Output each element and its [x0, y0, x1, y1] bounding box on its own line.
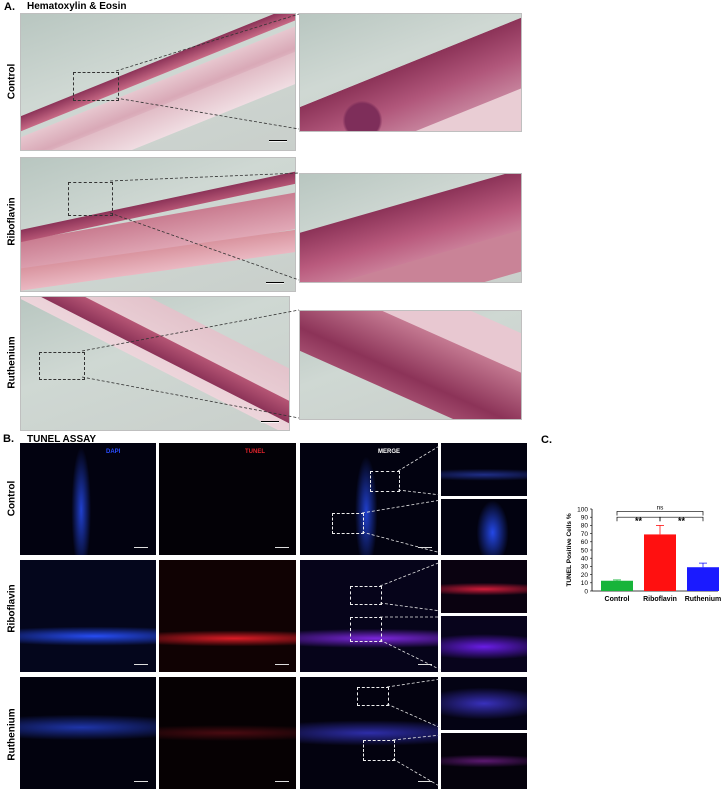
tunel-ruthenium-tunel-scale-bar — [275, 781, 289, 782]
y-tick-label: 0 — [584, 588, 588, 595]
tunel-riboflavin-zoom-1 — [441, 560, 527, 613]
merge-control-zoom-box-1 — [370, 471, 400, 492]
significance-label: ns — [657, 504, 665, 511]
merge-ruthenium-zoom-box-2 — [357, 687, 389, 706]
tunel-ruthenium-merge-scale-bar — [418, 781, 432, 782]
x-tick-label-control: Control — [605, 596, 630, 603]
channel-label-merge: MERGE — [378, 449, 401, 455]
he-ruthenium-overview — [20, 296, 290, 431]
panel-b-title: TUNEL ASSAY — [27, 434, 97, 445]
y-tick-label: 100 — [577, 506, 588, 513]
tunel-control-zoom-1 — [441, 443, 527, 496]
merge-control-zoom-box-2 — [332, 513, 364, 534]
y-tick-label: 30 — [581, 564, 589, 571]
he-ruthenium-scale-bar — [261, 421, 279, 423]
tunel-ruthenium-tunel — [159, 677, 296, 789]
y-tick-label: 20 — [581, 572, 589, 579]
x-tick-label-riboflavin: Riboflavin — [643, 596, 677, 603]
he-riboflavin-overview — [20, 157, 296, 292]
merge-ruthenium-zoom-box-1 — [363, 740, 395, 761]
tunel-ruthenium-dapi-scale-bar — [134, 781, 148, 782]
tunel-control-tunel-scale-bar — [275, 547, 289, 548]
tunel-riboflavin-tunel-scale-bar — [275, 664, 289, 665]
significance-bracket — [616, 511, 704, 516]
he-control-scale-bar — [269, 140, 287, 142]
he-control-overview — [20, 13, 296, 151]
tunel-riboflavin-tunel — [159, 560, 296, 672]
channel-label-tunel: TUNEL — [245, 449, 265, 455]
tunel-control-tunel: TUNEL — [159, 443, 296, 555]
he-ruthenium-zoom — [299, 310, 522, 420]
tunel-riboflavin-dapi-scale-bar — [134, 664, 148, 665]
tunel-ruthenium-merge — [300, 677, 438, 789]
bar-riboflavin — [644, 534, 676, 591]
tunel-control-merge: MERGE — [300, 443, 438, 555]
bar-control — [601, 580, 633, 591]
merge-riboflavin-zoom-box-1 — [350, 586, 382, 605]
panel-a-title: Hematoxylin & Eosin — [27, 1, 127, 12]
he-riboflavin-zoom — [299, 173, 522, 283]
tunel-riboflavin-zoom-2 — [441, 616, 527, 672]
y-tick-label: 90 — [581, 515, 589, 522]
y-axis-label: TUNEL Positive Cells % — [566, 513, 573, 586]
panel-c-letter: C. — [541, 434, 552, 446]
y-tick-label: 10 — [581, 580, 589, 587]
bar-ruthenium — [687, 567, 719, 591]
significance-bracket — [659, 516, 704, 522]
tunel-control-dapi-scale-bar — [134, 547, 148, 548]
he-connector-lines — [81, 13, 300, 419]
y-tick-label: 60 — [581, 539, 589, 546]
panel-a-letter: A. — [4, 1, 15, 13]
significance-label: ** — [678, 516, 686, 526]
tunel-riboflavin-merge-scale-bar — [418, 664, 432, 665]
tunel-control-merge-scale-bar — [418, 547, 432, 548]
tunel-ruthenium-dapi — [20, 677, 156, 789]
tunel-riboflavin-merge — [300, 560, 438, 672]
he-control-zoom-box — [73, 72, 119, 101]
merge-riboflavin-zoom-box-2 — [350, 617, 382, 642]
tunel-ruthenium-zoom-2 — [441, 733, 527, 789]
channel-label-dapi: DAPI — [106, 449, 121, 455]
he-control-zoom — [299, 13, 522, 132]
y-tick-label: 40 — [581, 556, 589, 563]
he-riboflavin-scale-bar — [266, 282, 284, 284]
panel-b-letter: B. — [3, 433, 14, 445]
tunel-control-dapi: DAPI — [20, 443, 156, 555]
x-tick-label-ruthenium: Ruthenium — [685, 596, 722, 603]
he-ruthenium-zoom-box — [39, 352, 85, 380]
y-tick-label: 50 — [581, 547, 589, 554]
tunel-riboflavin-dapi — [20, 560, 156, 672]
significance-label: ** — [635, 516, 643, 526]
y-tick-label: 80 — [581, 523, 589, 530]
y-tick-label: 70 — [581, 531, 589, 538]
he-riboflavin-zoom-box — [68, 182, 113, 216]
tunel-control-zoom-2 — [441, 499, 527, 555]
tunel-ruthenium-zoom-1 — [441, 677, 527, 730]
